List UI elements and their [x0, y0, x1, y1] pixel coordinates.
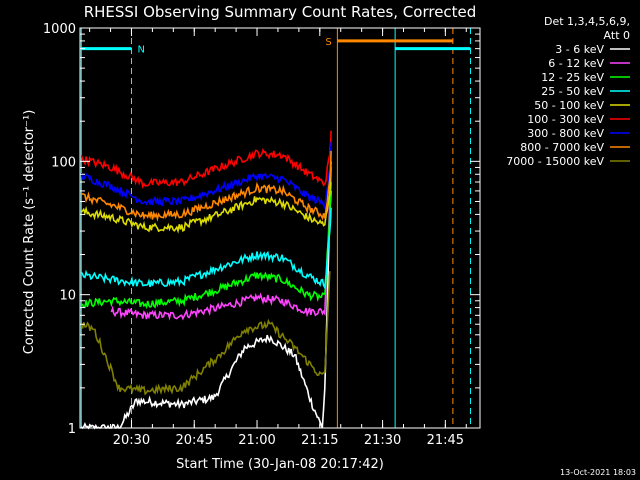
legend-label-6: 300 - 800 keV: [527, 127, 604, 140]
series-line-1: [110, 167, 332, 321]
x-tick-label-1: 20:45: [176, 433, 213, 448]
x-tick-label-2: 21:00: [238, 433, 275, 448]
series-line-2: [81, 181, 332, 310]
series-line-8: [80, 271, 331, 396]
y-tick-label-2: 100: [51, 155, 76, 170]
x-axis-label: Start Time (30-Jan-08 20:17:42): [176, 457, 384, 472]
legend-header-1: Att 0: [604, 29, 630, 42]
legend-label-7: 800 - 7000 keV: [520, 141, 604, 154]
legend-label-5: 100 - 300 keV: [527, 113, 604, 126]
y-tick-label-3: 1000: [43, 22, 76, 37]
y-tick-label-0: 1: [68, 422, 76, 437]
x-tick-label-0: 20:30: [113, 433, 150, 448]
series-line-5: [80, 130, 332, 190]
legend-label-4: 50 - 100 keV: [534, 99, 604, 112]
plot-frame: [79, 27, 481, 429]
flag-label-S: S: [325, 37, 331, 48]
x-tick-label-5: 21:45: [427, 433, 464, 448]
legend-label-1: 6 - 12 keV: [548, 57, 604, 70]
series-line-3: [80, 207, 332, 291]
legend-label-3: 25 - 50 keV: [541, 85, 604, 98]
legend-label-8: 7000 - 15000 keV: [506, 155, 604, 168]
chart-title: RHESSI Observing Summary Count Rates, Co…: [84, 3, 477, 21]
flag-label-N: N: [137, 45, 144, 56]
legend-label-2: 12 - 25 keV: [541, 71, 604, 84]
legend-header-0: Det 1,3,4,5,6,9,: [544, 15, 630, 28]
y-tick-label-1: 10: [59, 289, 76, 304]
y-axis-label: Corrected Count Rate (s⁻¹ detector⁻¹): [22, 110, 37, 355]
series-line-6: [80, 141, 332, 211]
footer-date: 13-Oct-2021 18:03: [560, 468, 636, 477]
x-tick-label-4: 21:30: [364, 433, 401, 448]
series-line-4: [80, 161, 332, 234]
series-line-0: [80, 190, 332, 430]
legend-label-0: 3 - 6 keV: [555, 43, 604, 56]
x-tick-label-3: 21:15: [301, 433, 338, 448]
series-line-7: [81, 150, 332, 222]
